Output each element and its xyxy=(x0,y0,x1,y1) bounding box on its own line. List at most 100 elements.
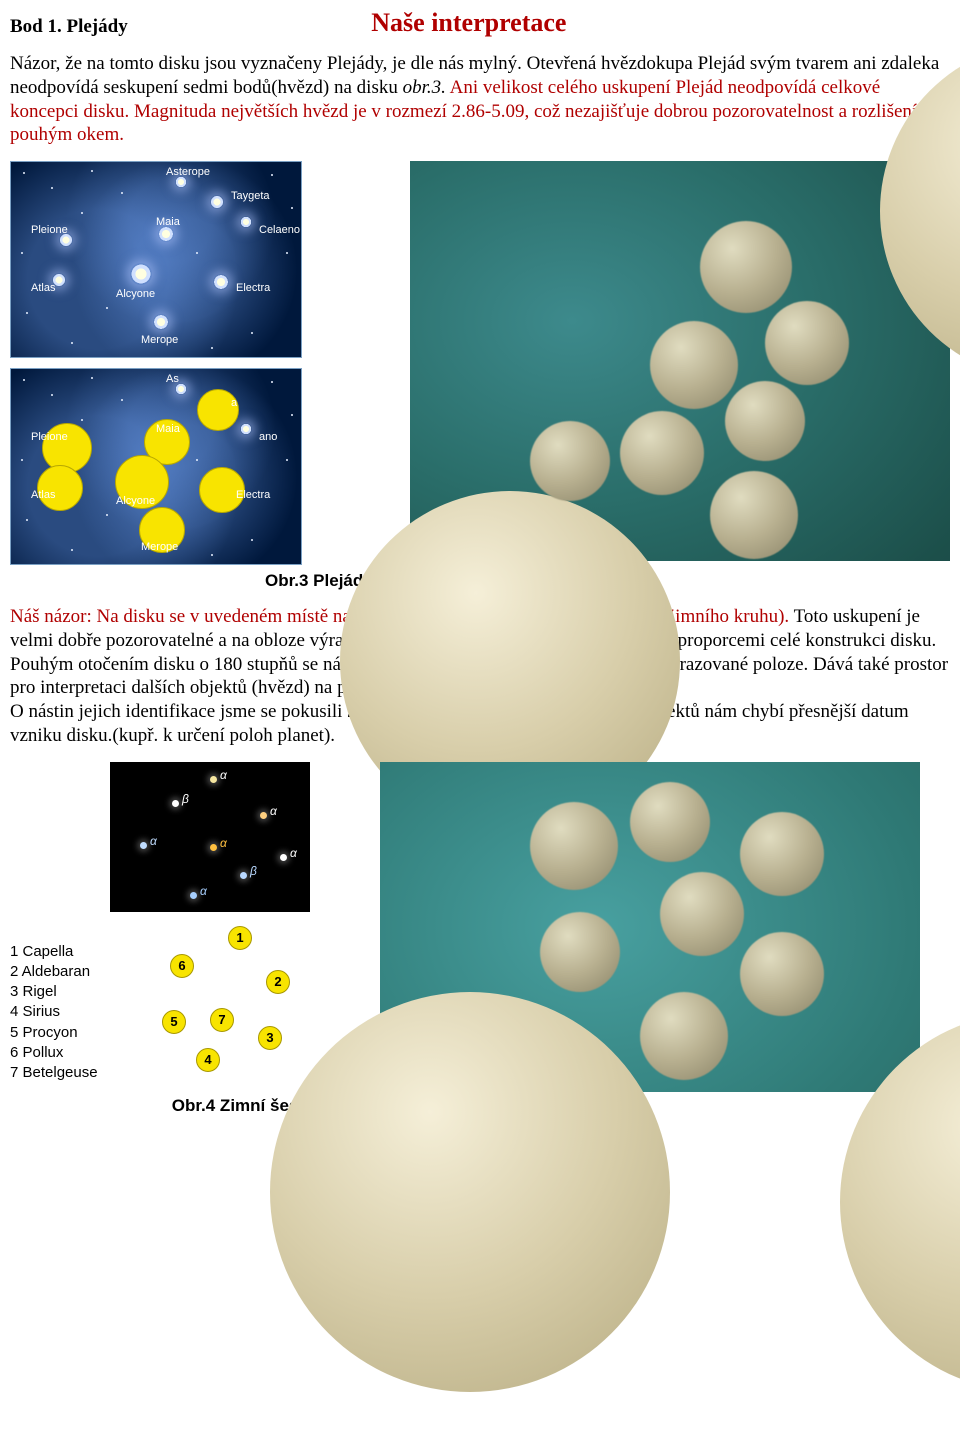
background-star xyxy=(251,332,253,334)
section-label: Bod 1. Plejády xyxy=(10,16,128,38)
background-star xyxy=(211,554,213,556)
background-star xyxy=(26,519,28,521)
number-marker-7: 7 xyxy=(210,1008,234,1032)
background-star xyxy=(81,212,83,214)
star-label: Pleione xyxy=(31,431,68,443)
star-label: Taygeta xyxy=(231,190,270,202)
background-star xyxy=(286,252,288,254)
star-list-item: 7 Betelgeuse xyxy=(10,1063,110,1083)
hex-star xyxy=(140,842,147,849)
paragraph-1: Názor, že na tomto disku jsou vyznačeny … xyxy=(10,52,950,147)
background-star xyxy=(196,459,198,461)
number-marker-3: 3 xyxy=(258,1026,282,1050)
background-star xyxy=(271,174,273,176)
star-label: Electra xyxy=(236,282,270,294)
background-star xyxy=(71,342,73,344)
star-name-list: 1 Capella2 Aldebaran3 Rigel4 Sirius5 Pro… xyxy=(10,762,110,1084)
yellow-marker xyxy=(197,389,239,431)
hex-star-label: α xyxy=(200,884,207,898)
background-star xyxy=(23,379,25,381)
hex-star-label: α xyxy=(290,846,297,860)
background-star xyxy=(121,399,123,401)
star-list-item: 6 Pollux xyxy=(10,1043,110,1063)
number-marker-2: 2 xyxy=(266,970,290,994)
background-star xyxy=(251,539,253,541)
hex-star-label: α xyxy=(150,834,157,848)
number-marker-1: 1 xyxy=(228,926,252,950)
figure-3-right xyxy=(410,161,950,565)
star-alcyone xyxy=(130,263,152,285)
background-star xyxy=(71,549,73,551)
star-list-item: 3 Rigel xyxy=(10,982,110,1002)
star-electra xyxy=(213,274,229,290)
star-taygeta xyxy=(210,195,224,209)
disk-dot xyxy=(710,471,798,559)
star-label: Pleione xyxy=(31,224,68,236)
background-star xyxy=(21,459,23,461)
star-celaeno xyxy=(240,216,252,228)
star-maia xyxy=(158,226,174,242)
background-star xyxy=(286,459,288,461)
star-celaeno xyxy=(240,423,252,435)
hexagon-numbers-panel: 1234567 xyxy=(110,922,310,1072)
pleiades-yellow-panel: AsaanoPleioneMaiaAlcyoneElectraAtlasMero… xyxy=(10,368,302,565)
figure-3-left: Asterope Taygeta Celaeno Pleione Maia Alcyone… xyxy=(10,161,330,565)
star-label: As xyxy=(166,373,179,385)
disk-closeup-1 xyxy=(410,161,950,561)
figure-3: Asterope Taygeta Celaeno Pleione Maia Alcyone… xyxy=(10,161,950,565)
background-star xyxy=(291,207,293,209)
star-label: Merope xyxy=(141,541,178,553)
star-label: Alcyone xyxy=(116,495,155,507)
document-page: Bod 1. Plejády Naše interpretace Názor, … xyxy=(0,0,960,1136)
hex-star-label: β xyxy=(250,864,257,878)
hex-star xyxy=(190,892,197,899)
figure-4-right xyxy=(380,762,950,1092)
background-star xyxy=(26,312,28,314)
background-star xyxy=(211,347,213,349)
disk-dot xyxy=(660,872,744,956)
hex-star-label: β xyxy=(182,792,189,806)
hex-star-label: α xyxy=(220,836,227,850)
hex-star-label: α xyxy=(270,804,277,818)
disk-edge xyxy=(270,992,670,1392)
star-label: Merope xyxy=(141,334,178,346)
para2-line2a: O nástin jejich identifikace jsme se pok… xyxy=(10,701,347,722)
hexagon-stars-panel: α β α α α α β α xyxy=(110,762,310,912)
disk-dot xyxy=(640,992,728,1080)
number-marker-5: 5 xyxy=(162,1010,186,1034)
number-marker-4: 4 xyxy=(196,1048,220,1072)
figure-4-middle: αβααααβα 1234567 xyxy=(110,762,320,1072)
disk-edge xyxy=(840,1012,960,1392)
header-row: Bod 1. Plejády Naše interpretace xyxy=(10,8,950,38)
background-star xyxy=(81,419,83,421)
star-label: Maia xyxy=(156,423,180,435)
pleiades-photo-panel: AsteropeTaygetaCelaenoPleioneMaiaAlcyone… xyxy=(10,161,302,358)
background-star xyxy=(51,394,53,396)
star-label: ano xyxy=(259,431,277,443)
hex-star xyxy=(260,812,267,819)
star-list-item: 5 Procyon xyxy=(10,1023,110,1043)
background-star xyxy=(91,170,93,172)
background-star xyxy=(106,307,108,309)
star-label: Asterope xyxy=(166,166,210,178)
disk-dot xyxy=(540,912,620,992)
disk-dot xyxy=(765,301,849,385)
disk-dot xyxy=(740,932,824,1016)
hex-star-label: α xyxy=(220,768,227,782)
star-label: Celaeno xyxy=(259,224,300,236)
disk-closeup-2 xyxy=(380,762,920,1092)
background-star xyxy=(271,381,273,383)
star-label: Alcyone xyxy=(116,288,155,300)
background-star xyxy=(121,192,123,194)
background-star xyxy=(23,172,25,174)
hex-star xyxy=(240,872,247,879)
star-merope xyxy=(153,314,169,330)
star-list-item: 1 Capella xyxy=(10,942,110,962)
disk-dot xyxy=(740,812,824,896)
hex-star xyxy=(172,800,179,807)
disk-dot xyxy=(650,321,738,409)
background-star xyxy=(91,377,93,379)
star-label: Atlas xyxy=(31,282,55,294)
para1-obr-ref: obr.3. xyxy=(403,77,446,98)
star-list-item: 2 Aldebaran xyxy=(10,962,110,982)
